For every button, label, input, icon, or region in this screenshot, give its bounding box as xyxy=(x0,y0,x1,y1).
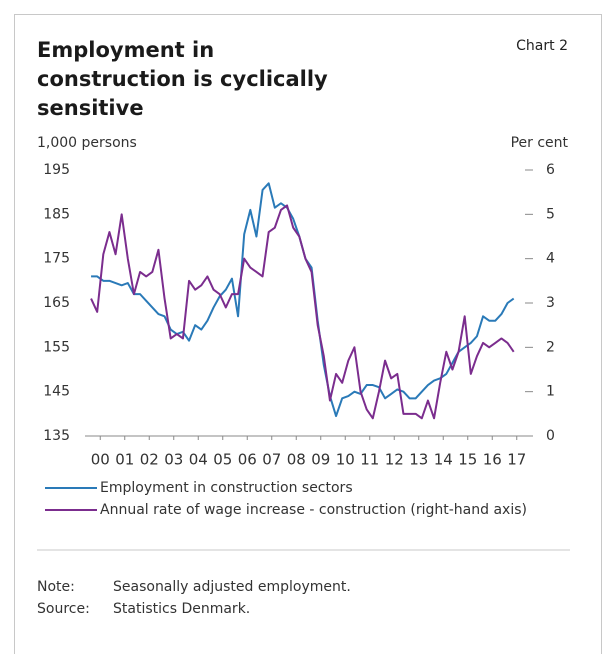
y2-tick-label: 4 xyxy=(546,251,555,267)
y2-tick-label: 3 xyxy=(546,295,555,311)
legend-label: Employment in construction sectors xyxy=(100,480,353,496)
y2-tick-label: 6 xyxy=(546,162,555,178)
legend-label: Annual rate of wage increase - construct… xyxy=(100,502,527,518)
y2-tick-label: 5 xyxy=(546,206,555,222)
note-label: Note: xyxy=(37,579,75,595)
x-tick-label: 02 xyxy=(140,451,159,469)
series-line xyxy=(90,204,515,420)
y-axis-label: 1,000 persons xyxy=(37,135,137,151)
y-tick-label: 155 xyxy=(43,339,70,355)
x-tick-label: 13 xyxy=(409,451,428,469)
note-label: Source: xyxy=(37,601,90,617)
y2-tick-label: 2 xyxy=(546,339,555,355)
x-tick-label: 15 xyxy=(458,451,477,469)
card-frame xyxy=(14,14,602,654)
x-tick-label: 06 xyxy=(238,451,257,469)
x-tick-label: 17 xyxy=(507,451,526,469)
y-tick-label: 165 xyxy=(43,295,70,311)
y-tick-label: 135 xyxy=(43,428,70,444)
x-tick-label: 07 xyxy=(262,451,281,469)
x-tick-label: 08 xyxy=(287,451,306,469)
y2-tick-label: 0 xyxy=(546,428,555,444)
x-tick-label: 10 xyxy=(336,451,355,469)
y2-axis-label: Per cent xyxy=(511,135,569,151)
y-tick-label: 185 xyxy=(43,206,70,222)
chart: 1,000 persons Per cent 13514515516517518… xyxy=(37,135,570,617)
page: {"chart_data": { "type": "line", "title"… xyxy=(14,14,602,654)
note-text: Statistics Denmark. xyxy=(113,601,250,617)
chart-label: Chart 2 xyxy=(516,38,568,54)
x-tick-label: 00 xyxy=(91,451,110,469)
chart-title: Employment in construction is cyclically… xyxy=(37,38,328,120)
y-tick-label: 195 xyxy=(43,162,70,178)
series-line xyxy=(91,182,515,418)
x-tick-label: 04 xyxy=(189,451,208,469)
y-tick-label: 175 xyxy=(43,251,70,267)
y-tick-label: 145 xyxy=(43,384,70,400)
x-tick-label: 12 xyxy=(385,451,404,469)
note-text: Seasonally adjusted employment. xyxy=(113,579,351,595)
x-tick-label: 05 xyxy=(213,451,232,469)
y2-tick-label: 1 xyxy=(546,384,555,400)
x-tick-label: 14 xyxy=(434,451,453,469)
x-tick-label: 11 xyxy=(360,451,379,469)
x-tick-label: 03 xyxy=(164,451,183,469)
x-tick-label: 01 xyxy=(115,451,134,469)
x-tick-label: 09 xyxy=(311,451,330,469)
x-tick-label: 16 xyxy=(483,451,502,469)
